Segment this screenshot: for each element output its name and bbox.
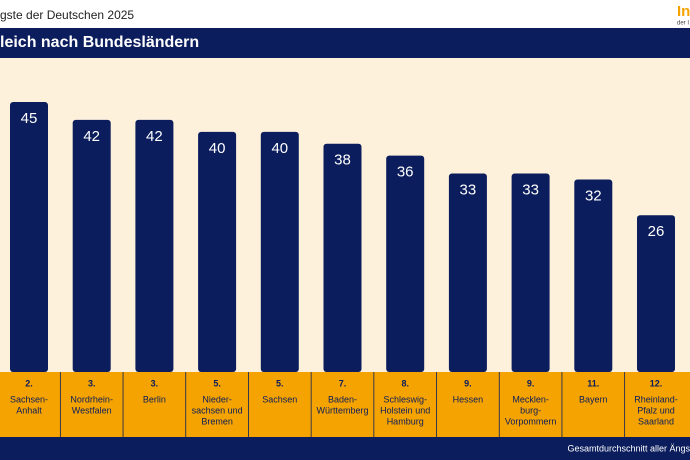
x-tick-label: Berlin	[143, 394, 166, 404]
bar	[323, 143, 362, 372]
bar	[448, 173, 487, 372]
rank-label: 5.	[276, 378, 284, 388]
chart-subtitle: leich nach Bundesländern	[0, 34, 199, 51]
rank-label: 3.	[151, 378, 159, 388]
x-tick-label: Hamburg	[387, 416, 424, 426]
x-tick-label: Sachsen-	[10, 394, 48, 404]
bar	[574, 179, 613, 372]
bar	[198, 131, 237, 372]
rank-label: 11.	[587, 378, 599, 388]
logo: In	[677, 3, 690, 20]
header-bg	[0, 0, 690, 28]
rank-label: 5.	[213, 378, 221, 388]
subtitle-band	[0, 28, 690, 58]
bar	[386, 155, 425, 372]
footer: Gesamtdurchschnitt aller Ängs	[567, 443, 690, 453]
value-label: 33	[460, 181, 477, 198]
value-label: 32	[585, 187, 602, 204]
bar	[637, 215, 675, 372]
x-tick-label: Württemberg	[316, 405, 368, 415]
x-tick-label: Anhalt	[16, 405, 42, 415]
x-tick-label: Baden-	[328, 394, 357, 404]
value-label: 36	[397, 164, 414, 181]
value-label: 26	[648, 223, 665, 240]
logo-sub: der I	[677, 21, 689, 27]
bar	[511, 173, 550, 372]
bar	[135, 119, 174, 372]
x-tick-label: Nieder-	[202, 394, 232, 404]
rank-label: 2.	[25, 378, 33, 388]
x-tick-label: Pfalz und	[637, 405, 675, 415]
rank-label: 8.	[401, 378, 409, 388]
x-tick-label: Vorpommern	[505, 416, 557, 426]
rank-label: 7.	[339, 378, 347, 388]
x-tick-label: Westfalen	[72, 405, 112, 415]
value-label: 38	[334, 152, 351, 169]
x-tick-label: Holstein und	[380, 405, 430, 415]
value-label: 45	[21, 110, 38, 127]
rank-label: 9.	[527, 378, 535, 388]
x-tick-label: sachsen und	[192, 405, 243, 415]
x-tick-label: Hessen	[453, 394, 484, 404]
value-label: 42	[146, 128, 163, 145]
rank-label: 3.	[88, 378, 96, 388]
rank-label: 9.	[464, 378, 472, 388]
x-tick-label: Bremen	[201, 416, 233, 426]
x-tick-label: Sachsen	[262, 394, 297, 404]
bar	[260, 131, 299, 372]
value-label: 40	[271, 140, 288, 157]
bar	[10, 102, 48, 372]
x-tick-label: Saarland	[638, 416, 674, 426]
x-tick-label: Rheinland-	[634, 394, 678, 404]
x-tick-label: Bayern	[579, 394, 608, 404]
label-band	[0, 372, 690, 437]
chart-title: gste der Deutschen 2025	[0, 8, 134, 22]
x-tick-label: Schleswig-	[383, 394, 427, 404]
value-label: 42	[83, 128, 100, 145]
value-label: 33	[522, 181, 539, 198]
x-tick-label: burg-	[520, 405, 541, 415]
x-tick-label: Mecklen-	[512, 394, 549, 404]
bar	[72, 119, 111, 372]
value-label: 40	[209, 140, 226, 157]
rank-label: 12.	[650, 378, 663, 388]
footer-band	[0, 437, 690, 460]
x-tick-label: Nordrhein-	[70, 394, 113, 404]
